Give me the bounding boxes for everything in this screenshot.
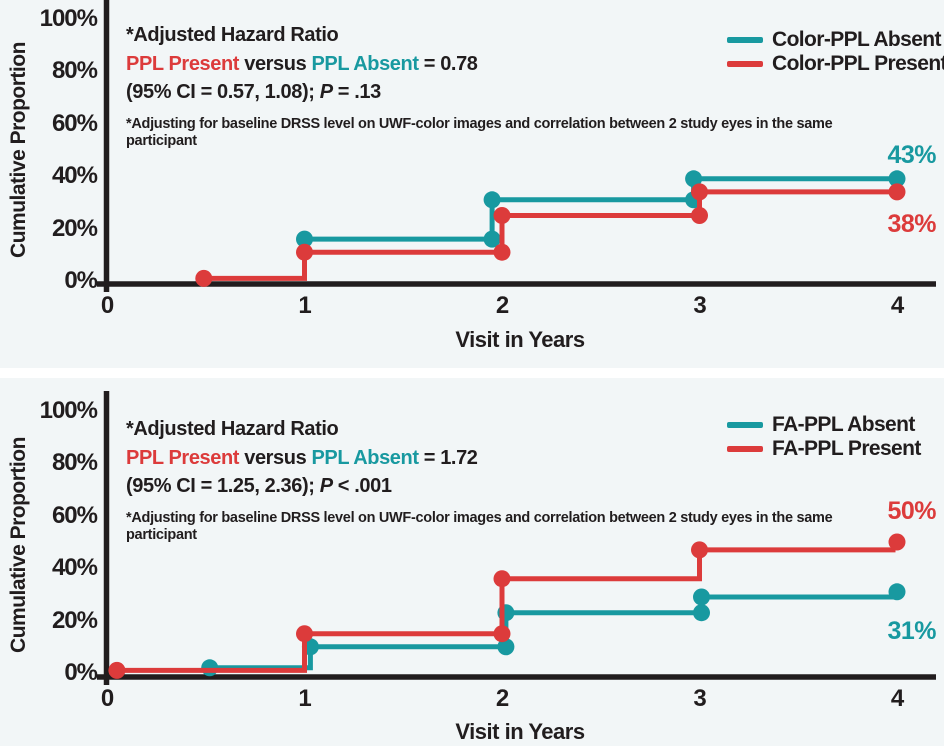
ratio-value: = 0.78 bbox=[418, 52, 478, 75]
y-tick-label: 80% bbox=[51, 449, 98, 477]
data-point bbox=[497, 638, 515, 656]
bottom-margin-band bbox=[0, 746, 944, 754]
y-tick-label: 60% bbox=[51, 109, 98, 137]
end-value-label-absent-top: 43% bbox=[887, 141, 936, 169]
absent-label: PPL Absent bbox=[311, 446, 419, 469]
annotation-title: *Adjusted Hazard Ratio bbox=[126, 24, 339, 46]
versus-text: versus bbox=[239, 52, 312, 75]
p-symbol: P bbox=[319, 81, 333, 103]
x-tick-label: 4 bbox=[890, 292, 904, 319]
p-value: = .13 bbox=[332, 81, 381, 103]
data-point bbox=[493, 570, 511, 588]
legend-swatch-absent bbox=[727, 422, 763, 428]
data-point bbox=[691, 541, 708, 559]
x-tick-label: 0 bbox=[100, 292, 114, 319]
data-point bbox=[296, 230, 313, 248]
x-tick-label: 0 bbox=[100, 685, 114, 712]
versus-text: versus bbox=[239, 446, 312, 469]
legend-swatch-present bbox=[727, 446, 763, 452]
series-line-fa-ppl-absent bbox=[209, 589, 897, 671]
x-tick-label: 2 bbox=[495, 292, 509, 319]
legend-item-present: FA-PPL Present bbox=[727, 437, 921, 461]
legend-item-present: Color-PPL Present bbox=[727, 52, 944, 76]
end-value-label-present-bottom: 50% bbox=[887, 497, 936, 525]
x-tick-label: 3 bbox=[693, 685, 706, 712]
data-point bbox=[195, 269, 213, 287]
y-tick-label: 40% bbox=[51, 162, 98, 190]
y-tick-label: 40% bbox=[51, 554, 98, 582]
p-value: < .001 bbox=[332, 475, 392, 497]
absent-label: PPL Absent bbox=[311, 52, 419, 75]
data-point bbox=[483, 191, 501, 209]
y-tick-label: 20% bbox=[51, 214, 98, 242]
data-point bbox=[296, 625, 313, 643]
legend-label-present: Color-PPL Present bbox=[772, 52, 944, 75]
data-point bbox=[691, 183, 708, 201]
annotation-footnote: *Adjusting for baseline DRSS level on UW… bbox=[126, 115, 833, 149]
present-label: PPL Present bbox=[126, 52, 240, 75]
data-point bbox=[108, 661, 126, 679]
present-label: PPL Present bbox=[126, 446, 240, 469]
data-point bbox=[888, 170, 906, 188]
hazard-ratio-annotation-bottom: *Adjusted Hazard Ratio PPL Present versu… bbox=[126, 415, 906, 544]
x-tick-label: 2 bbox=[495, 685, 509, 712]
legend-label-absent: Color-PPL Absent bbox=[772, 28, 942, 51]
data-point bbox=[296, 243, 313, 261]
data-point bbox=[483, 230, 501, 248]
y-tick-label: 0% bbox=[64, 267, 98, 294]
legend-bottom: FA-PPL Absent FA-PPL Present bbox=[727, 413, 921, 461]
y-tick-label: 100% bbox=[39, 5, 98, 32]
data-point bbox=[693, 588, 710, 606]
legend-label-absent: FA-PPL Absent bbox=[772, 413, 915, 436]
p-symbol: P bbox=[319, 475, 333, 497]
data-point bbox=[493, 207, 511, 224]
ci-text: (95% CI = 1.25, 2.36); bbox=[126, 475, 320, 497]
ci-text: (95% CI = 0.57, 1.08); bbox=[126, 81, 320, 103]
data-point bbox=[693, 604, 710, 622]
annotation-comparison: PPL Present versus PPL Absent = 0.78 bbox=[126, 50, 906, 79]
annotation-title: *Adjusted Hazard Ratio bbox=[126, 418, 339, 440]
data-point bbox=[493, 625, 511, 643]
legend-label-present: FA-PPL Present bbox=[772, 437, 921, 460]
x-tick-label: 3 bbox=[693, 292, 706, 319]
x-tick-label: 4 bbox=[890, 685, 904, 712]
series-line-color-ppl-absent bbox=[304, 176, 897, 242]
data-point bbox=[685, 170, 703, 188]
data-point bbox=[201, 659, 219, 677]
data-point bbox=[888, 183, 906, 201]
hazard-ratio-annotation-top: *Adjusted Hazard Ratio PPL Present versu… bbox=[126, 21, 906, 150]
ratio-value: = 1.72 bbox=[418, 446, 478, 469]
legend-item-absent: FA-PPL Absent bbox=[727, 413, 921, 437]
y-tick-label: 0% bbox=[64, 659, 98, 686]
annotation-ci: (95% CI = 1.25, 2.36); P < .001 bbox=[126, 472, 906, 501]
data-point bbox=[888, 533, 906, 551]
x-tick-label: 1 bbox=[298, 292, 311, 319]
y-axis-title-bottom: Cumulative Proportion bbox=[7, 437, 30, 653]
legend-top: Color-PPL Absent Color-PPL Present bbox=[727, 28, 944, 76]
y-tick-label: 100% bbox=[39, 397, 98, 424]
data-point bbox=[691, 207, 708, 224]
chart-divider-band bbox=[0, 368, 944, 378]
end-value-label-absent-bottom: 31% bbox=[887, 617, 936, 645]
annotation-comparison: PPL Present versus PPL Absent = 1.72 bbox=[126, 444, 906, 473]
legend-swatch-absent bbox=[727, 37, 763, 43]
x-axis-title-bottom: Visit in Years bbox=[455, 719, 585, 744]
x-axis-title-top: Visit in Years bbox=[455, 327, 585, 352]
data-point bbox=[888, 583, 906, 601]
x-tick-label: 1 bbox=[298, 685, 311, 712]
y-tick-label: 20% bbox=[51, 606, 98, 634]
data-point bbox=[493, 243, 511, 261]
y-axis-title-top: Cumulative Proportion bbox=[7, 42, 30, 258]
end-value-label-present-top: 38% bbox=[887, 210, 936, 238]
legend-item-absent: Color-PPL Absent bbox=[727, 28, 944, 52]
y-tick-label: 80% bbox=[51, 57, 98, 85]
legend-swatch-present bbox=[727, 61, 763, 67]
annotation-ci: (95% CI = 0.57, 1.08); P = .13 bbox=[126, 78, 906, 107]
y-tick-label: 60% bbox=[51, 501, 98, 529]
annotation-footnote: *Adjusting for baseline DRSS level on UW… bbox=[126, 509, 833, 543]
